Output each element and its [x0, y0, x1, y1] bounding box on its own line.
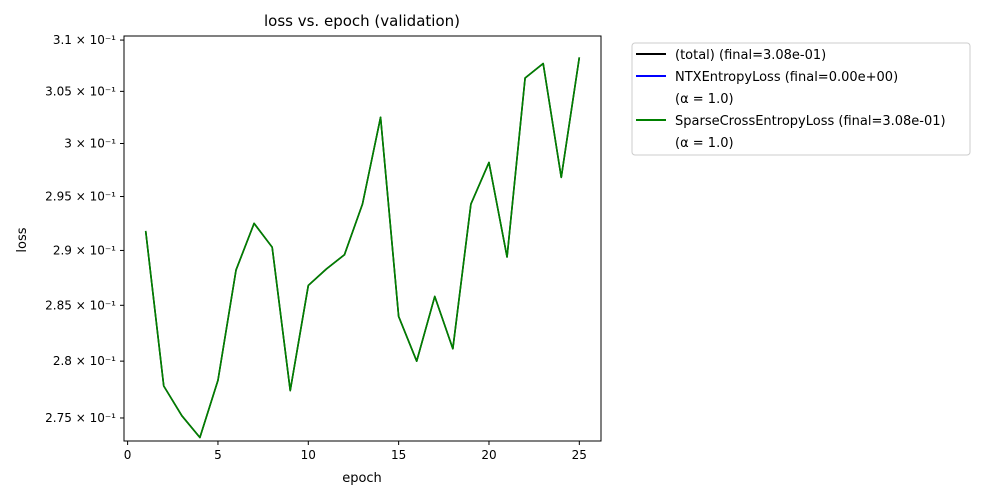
- legend-label: (α = 1.0): [675, 92, 734, 107]
- x-tick-label: 15: [391, 448, 406, 462]
- y-tick-label: 3.1 × 10⁻¹: [53, 33, 116, 47]
- x-axis: 0 5 10 15 20 25: [124, 441, 587, 462]
- plot-frame: [123, 35, 602, 442]
- legend-box: [631, 42, 971, 156]
- y-tick-label: 3.05 × 10⁻¹: [45, 84, 116, 98]
- x-tick-label: 5: [214, 448, 222, 462]
- legend: (total) (final=3.08e-01) NTXEntropyLoss (…: [631, 42, 971, 156]
- legend-label: NTXEntropyLoss (final=0.00e+00): [675, 70, 898, 85]
- x-axis-label: epoch: [342, 471, 382, 486]
- series-line-2: [144, 57, 581, 439]
- x-tick-label: 25: [572, 448, 587, 462]
- y-tick-label: 2.8 × 10⁻¹: [53, 354, 116, 368]
- series-lines: [144, 57, 581, 439]
- y-tick-label: 2.85 × 10⁻¹: [45, 298, 116, 312]
- y-tick-label: 2.9 × 10⁻¹: [53, 243, 116, 257]
- y-tick-label: 3 × 10⁻¹: [64, 137, 116, 151]
- x-tick-label: 0: [124, 448, 132, 462]
- legend-label: (total) (final=3.08e-01): [675, 48, 826, 63]
- y-tick-label: 2.75 × 10⁻¹: [45, 411, 116, 425]
- y-axis-label: loss: [15, 227, 30, 252]
- x-tick-label: 20: [481, 448, 496, 462]
- chart-title: loss vs. epoch (validation): [264, 12, 460, 30]
- x-tick-label: 10: [301, 448, 316, 462]
- y-tick-label: 2.95 × 10⁻¹: [45, 190, 116, 204]
- y-axis: 2.75 × 10⁻¹ 2.8 × 10⁻¹ 2.85 × 10⁻¹ 2.9 × 10…: [45, 33, 124, 425]
- legend-label: (α = 1.0): [675, 136, 734, 151]
- legend-label: SparseCrossEntropyLoss (final=3.08e-01): [675, 114, 946, 129]
